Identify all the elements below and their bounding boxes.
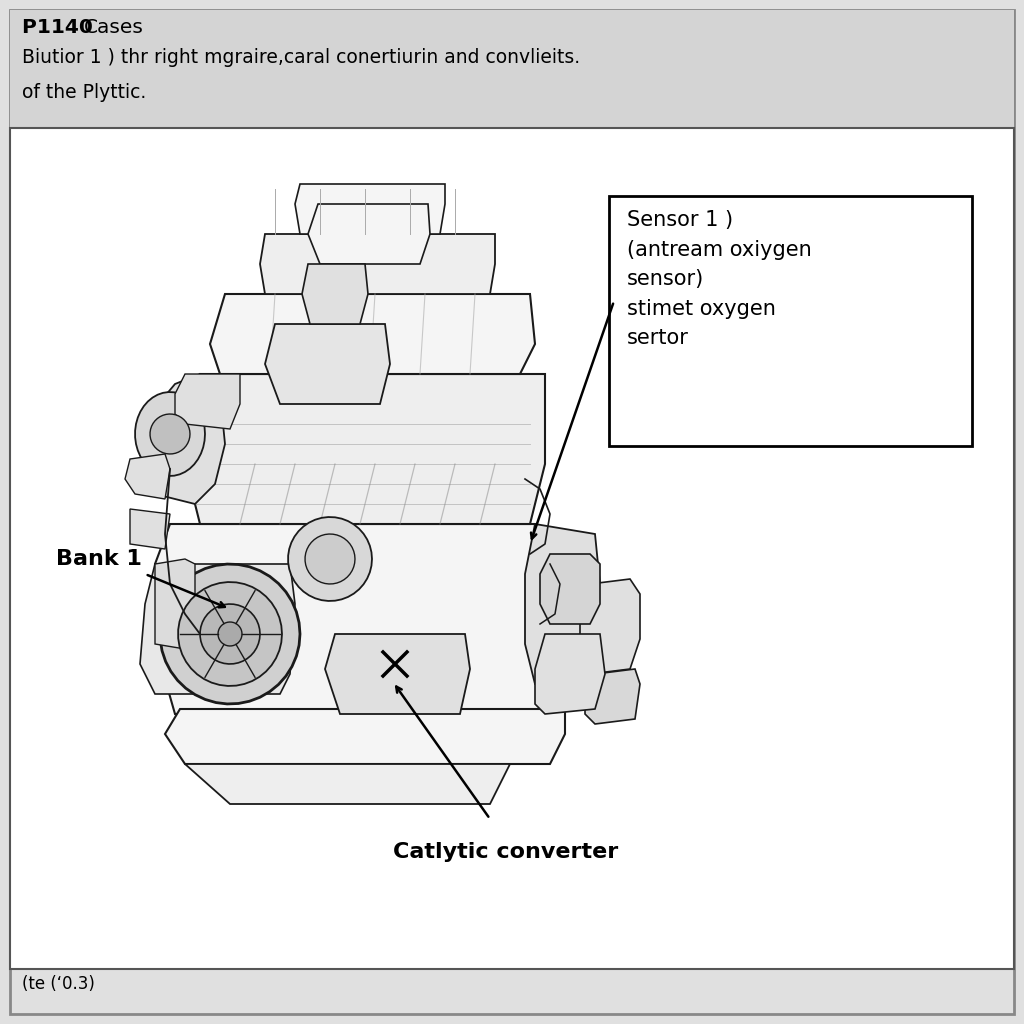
Polygon shape — [178, 582, 282, 686]
Polygon shape — [525, 524, 600, 684]
Polygon shape — [175, 374, 240, 429]
Polygon shape — [165, 709, 565, 764]
Polygon shape — [305, 535, 355, 584]
Text: Catlytic converter: Catlytic converter — [393, 842, 618, 862]
Polygon shape — [302, 264, 368, 324]
Polygon shape — [155, 559, 195, 649]
Polygon shape — [260, 234, 495, 294]
Polygon shape — [155, 524, 560, 714]
Text: P1140: P1140 — [22, 18, 100, 37]
Polygon shape — [540, 554, 600, 624]
Polygon shape — [125, 454, 170, 499]
Text: (te (‘0.3): (te (‘0.3) — [22, 975, 95, 993]
Text: Biutior 1 ) thr right mgraire,caral conertiurin and convlieits.: Biutior 1 ) thr right mgraire,caral cone… — [22, 48, 581, 67]
Polygon shape — [200, 604, 260, 664]
Bar — [609, 196, 972, 446]
Text: of the Plyttic.: of the Plyttic. — [22, 83, 146, 102]
Polygon shape — [210, 294, 535, 374]
Polygon shape — [135, 392, 205, 476]
Polygon shape — [580, 579, 640, 674]
Bar — [10, 128, 1014, 969]
Polygon shape — [140, 374, 225, 504]
Polygon shape — [308, 204, 430, 264]
Polygon shape — [151, 414, 190, 454]
Polygon shape — [325, 634, 470, 714]
Polygon shape — [185, 374, 545, 524]
Text: Bank 1: Bank 1 — [56, 549, 142, 569]
Polygon shape — [140, 564, 295, 694]
Polygon shape — [130, 509, 170, 549]
Polygon shape — [295, 184, 445, 234]
Polygon shape — [535, 634, 605, 714]
Polygon shape — [265, 324, 390, 404]
Polygon shape — [185, 764, 510, 804]
Polygon shape — [160, 564, 300, 703]
Polygon shape — [585, 669, 640, 724]
Polygon shape — [288, 517, 372, 601]
Text: Sensor 1 )
(antream oxiygen
sensor)
stimet oxygen
sertor: Sensor 1 ) (antream oxiygen sensor) stim… — [627, 210, 812, 348]
Text: Cases: Cases — [84, 18, 144, 37]
Polygon shape — [218, 622, 242, 646]
Bar — [10, 10, 1014, 128]
